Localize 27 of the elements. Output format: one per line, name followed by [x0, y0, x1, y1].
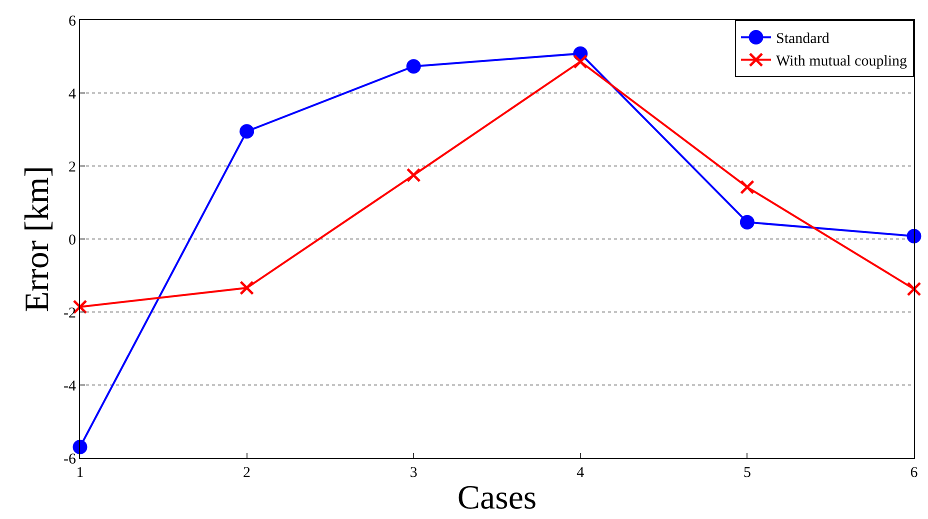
- x-tick-label: 4: [576, 465, 585, 481]
- y-tick-label: -4: [64, 378, 76, 394]
- x-axis-title: Cases: [457, 479, 537, 516]
- y-tick-label: -6: [64, 451, 76, 468]
- point: [740, 214, 754, 230]
- y-axis-title: Error [km]: [19, 166, 56, 312]
- x-tick-label: 6: [910, 465, 918, 481]
- point: [740, 180, 754, 194]
- x-tick-label: 3: [410, 465, 418, 481]
- y-tick-label: 0: [68, 232, 76, 248]
- y-tick-label: 4: [68, 86, 76, 102]
- point: [906, 282, 922, 296]
- point: [406, 168, 421, 182]
- y-tick-label: -2: [64, 305, 76, 322]
- point: [72, 440, 88, 454]
- point: [573, 54, 588, 69]
- legend-label: With mutual coupling: [776, 54, 908, 70]
- y-tick-label: 2: [68, 159, 76, 176]
- x-tick-label: 2: [243, 465, 251, 481]
- point: [906, 228, 922, 244]
- x-tick-label: 1: [76, 465, 84, 481]
- legend-label: Standard: [776, 31, 830, 48]
- point: [406, 59, 421, 74]
- point: [240, 124, 254, 139]
- x-tick-label: 5: [743, 465, 751, 481]
- y-tick-label: 6: [68, 13, 76, 30]
- point: [240, 280, 254, 296]
